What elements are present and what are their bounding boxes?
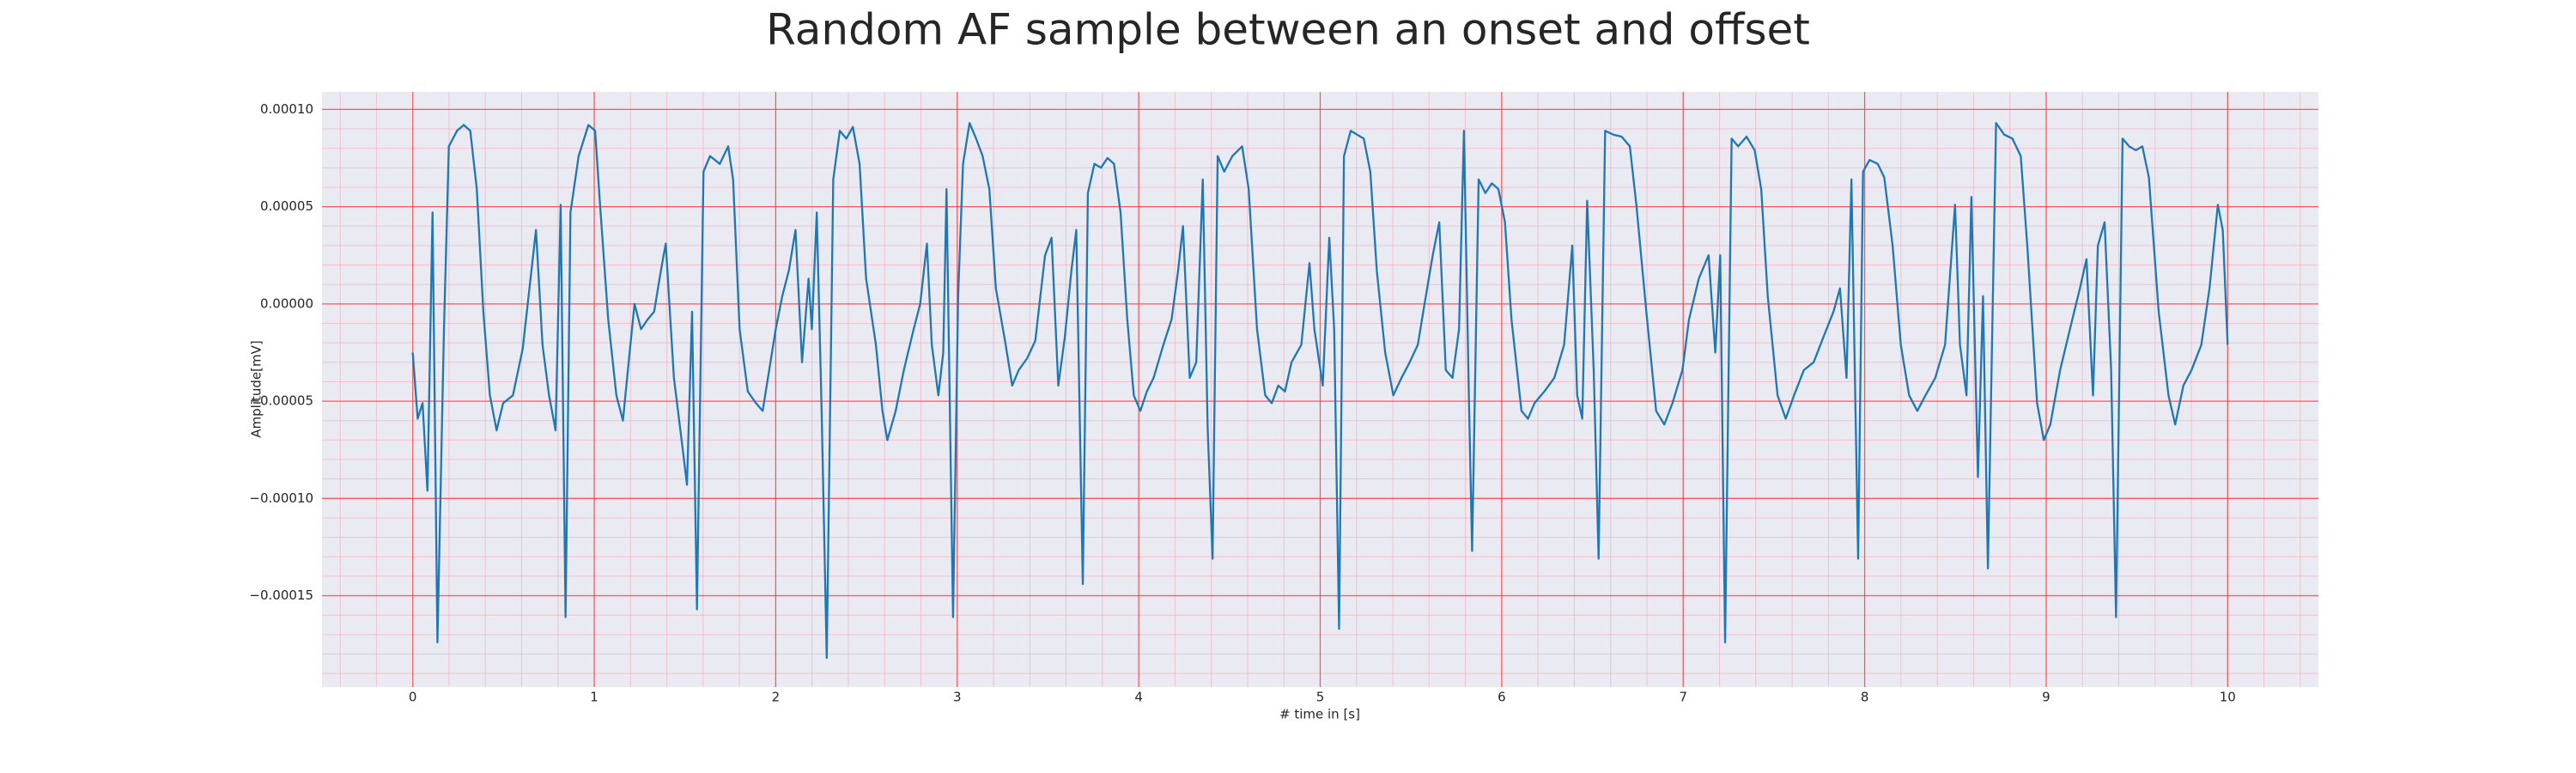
y-axis-label: Amplitude[mV] <box>249 340 264 437</box>
x-tick-label: 2 <box>772 690 781 705</box>
x-tick-label: 0 <box>409 690 417 705</box>
y-tick-label: 0.00000 <box>260 295 313 311</box>
x-tick-label: 9 <box>2042 690 2050 705</box>
series <box>411 122 2229 660</box>
x-axis-label: # time in [s] <box>1279 707 1360 722</box>
signal-line <box>411 122 2229 660</box>
y-tick-label: −0.00015 <box>249 587 313 603</box>
x-tick-label: 7 <box>1679 690 1687 705</box>
y-tick-label: 0.00005 <box>260 198 313 214</box>
x-tick-label: 1 <box>590 690 598 705</box>
y-tick-label: −0.00005 <box>249 393 313 409</box>
x-tick-label: 10 <box>2220 690 2236 705</box>
x-tick-label: 4 <box>1134 690 1143 705</box>
x-tick-label: 6 <box>1498 690 1506 705</box>
y-tick-label: 0.00010 <box>260 101 313 117</box>
chart-title: Random AF sample between an onset and of… <box>766 5 1810 55</box>
x-tick-label: 5 <box>1316 690 1325 705</box>
x-tick-label: 3 <box>953 690 962 705</box>
x-tick-label: 8 <box>1861 690 1869 705</box>
y-tick-label: −0.00010 <box>249 490 313 506</box>
